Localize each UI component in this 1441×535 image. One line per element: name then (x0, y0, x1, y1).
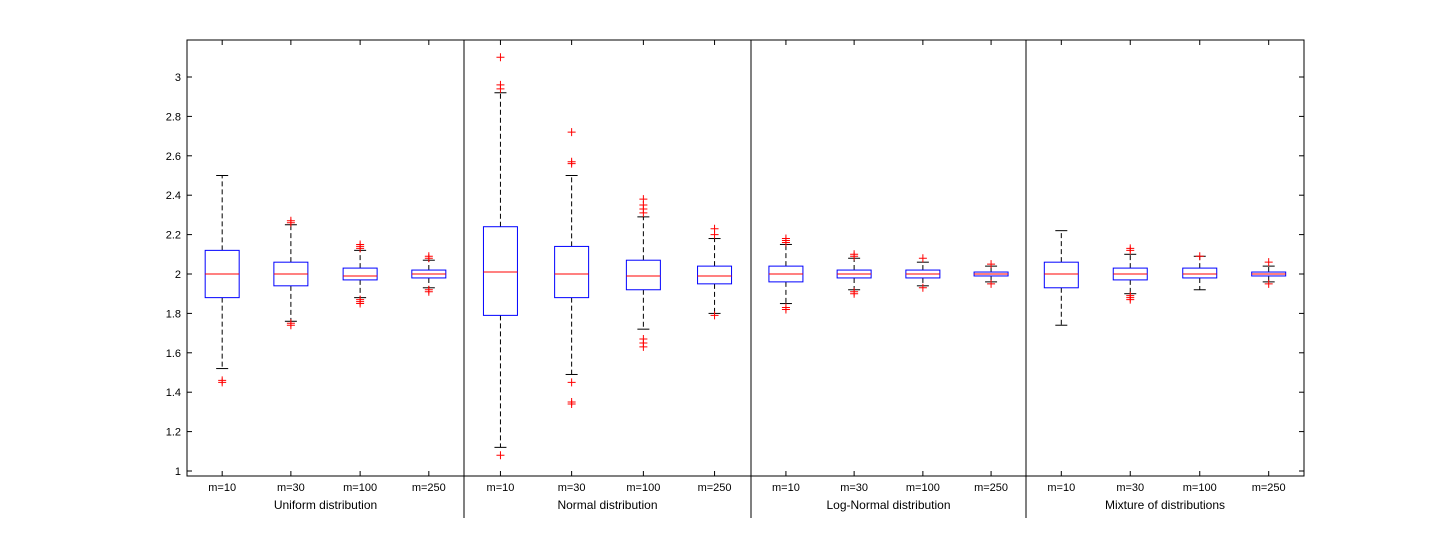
y-tick-label: 1.8 (166, 308, 181, 320)
outlier-marker (496, 451, 505, 460)
y-tick-label: 2.4 (166, 190, 181, 202)
x-tick-label: m=250 (1252, 482, 1286, 494)
outlier-marker (710, 224, 719, 233)
group-label: Normal distribution (557, 498, 657, 512)
x-tick-label: m=10 (487, 482, 515, 494)
x-tick-label: m=30 (840, 482, 868, 494)
group-label: Log-Normal distribution (826, 498, 950, 512)
outlier-marker (286, 216, 295, 225)
group-label: Uniform distribution (274, 498, 377, 512)
outlier-marker (639, 195, 648, 204)
x-tick-label: m=10 (208, 482, 236, 494)
y-tick-label: 1.6 (166, 348, 181, 360)
x-tick-label: m=30 (1116, 482, 1144, 494)
outlier-marker (567, 157, 576, 166)
outlier-marker (286, 319, 295, 328)
outlier-marker (567, 378, 576, 387)
x-tick-label: m=100 (626, 482, 660, 494)
y-tick-label: 2.6 (166, 151, 181, 163)
outlier-marker (496, 80, 505, 89)
outlier-marker (424, 252, 433, 261)
x-tick-label: m=250 (412, 482, 446, 494)
plot-frame (186, 39, 1305, 477)
outlier-marker (850, 287, 859, 296)
outlier-marker (850, 250, 859, 259)
x-tick-label: m=100 (906, 482, 940, 494)
outlier-marker (987, 279, 996, 288)
outlier-marker (218, 376, 227, 385)
group-label: Mixture of distributions (1105, 498, 1225, 512)
outlier-marker (424, 285, 433, 294)
y-tick-label: 1 (175, 466, 181, 478)
x-tick-label: m=10 (1047, 482, 1075, 494)
x-tick-label: m=10 (772, 482, 800, 494)
outlier-marker (1126, 291, 1135, 300)
x-tick-label: m=250 (974, 482, 1008, 494)
outlier-marker (918, 283, 927, 292)
outlier-marker (496, 53, 505, 62)
y-tick-label: 2.8 (166, 111, 181, 123)
outlier-marker (781, 234, 790, 243)
x-tick-label: m=30 (558, 482, 586, 494)
box (482, 226, 518, 316)
y-tick-label: 1.2 (166, 427, 181, 439)
outlier-marker (567, 128, 576, 137)
outlier-marker (781, 303, 790, 312)
outlier-marker (1264, 279, 1273, 288)
outlier-marker (356, 295, 365, 304)
x-tick-label: m=30 (277, 482, 305, 494)
outlier-marker (567, 398, 576, 407)
outlier-marker (710, 311, 719, 320)
y-tick-label: 3 (175, 72, 181, 84)
outlier-marker (1126, 244, 1135, 253)
outlier-marker (356, 240, 365, 249)
outlier-marker (1264, 258, 1273, 267)
box (342, 267, 378, 281)
box (554, 245, 590, 299)
box (1182, 267, 1218, 279)
x-tick-label: m=100 (1183, 482, 1217, 494)
box (697, 265, 733, 285)
outlier-marker (918, 254, 927, 263)
y-tick-label: 2 (175, 269, 181, 281)
outlier-marker (639, 335, 648, 344)
y-tick-label: 2.2 (166, 230, 181, 242)
x-tick-label: m=250 (698, 482, 732, 494)
y-tick-label: 1.4 (166, 387, 181, 399)
box (625, 259, 661, 291)
x-tick-label: m=100 (343, 482, 377, 494)
outlier-marker (1195, 252, 1204, 261)
outlier-marker (987, 260, 996, 269)
box (1043, 261, 1079, 289)
